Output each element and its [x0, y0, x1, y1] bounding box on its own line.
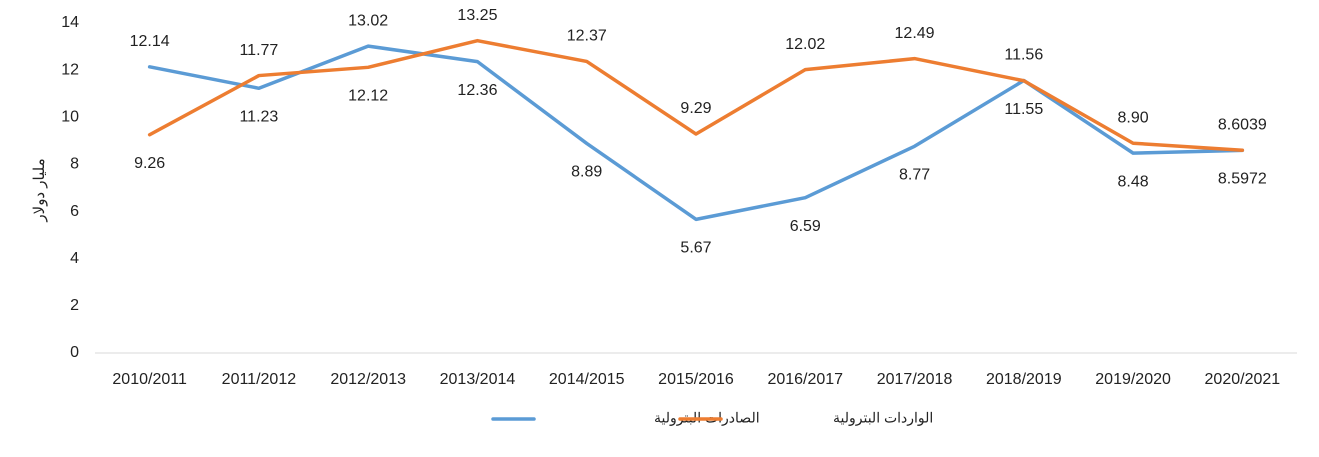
- series-lines: [147, 38, 1245, 222]
- x-tick-label: 2010/2011: [112, 371, 187, 388]
- data-label-exports: 8.5972: [1218, 171, 1267, 188]
- y-tick-label: 14: [61, 14, 79, 31]
- data-label-imports: 12.12: [348, 88, 388, 105]
- x-tick-label: 2013/2014: [440, 371, 516, 388]
- x-tick-label: 2012/2013: [330, 371, 406, 388]
- data-labels: 12.14 9.26 11.23 11.77 13.02 12.12 12.36 13.25 8…: [130, 7, 1267, 257]
- axes: 0 2 4 6 8 10 12 14 2010/2011 2011/2012 2012/2013 20…: [61, 14, 1297, 388]
- y-axis-label: مليار دولار: [31, 158, 48, 222]
- x-tick-label: 2011/2012: [222, 371, 297, 388]
- data-label-imports: 9.26: [134, 155, 165, 172]
- data-label-imports: 8.6039: [1218, 116, 1267, 133]
- data-label-imports: 11.77: [239, 42, 278, 59]
- data-label-exports: 8.77: [899, 166, 930, 183]
- data-label-exports: 11.23: [239, 109, 278, 126]
- data-label-imports: 12.37: [567, 28, 607, 45]
- data-label-exports: 8.89: [571, 164, 602, 181]
- y-tick-label: 8: [70, 156, 79, 173]
- data-label-imports: 9.29: [680, 100, 711, 117]
- series-line-exports: [147, 44, 1245, 222]
- x-tick-label: 2019/2020: [1095, 371, 1171, 388]
- x-tick-label: 2017/2018: [877, 371, 953, 388]
- series-line-imports: [147, 38, 1245, 152]
- y-tick-label: 6: [70, 203, 79, 220]
- y-tick-label: 0: [70, 344, 79, 361]
- data-label-imports: 11.55: [1004, 101, 1043, 118]
- y-axis-label-group: مليار دولار: [31, 158, 48, 222]
- legend: الصادرات البترولية الواردات البترولية: [491, 410, 933, 427]
- data-label-imports: 12.49: [895, 25, 935, 42]
- data-label-imports: 12.02: [785, 36, 825, 53]
- y-tick-label: 12: [61, 61, 79, 78]
- data-label-imports: 13.25: [457, 7, 497, 24]
- y-tick-label: 2: [70, 297, 79, 314]
- data-label-exports: 11.56: [1004, 47, 1043, 64]
- y-tick-label: 4: [70, 250, 79, 267]
- legend-label-imports: الواردات البترولية: [833, 410, 933, 427]
- x-tick-label: 2020/2021: [1205, 371, 1281, 388]
- x-tick-label: 2018/2019: [986, 371, 1062, 388]
- data-label-exports: 8.48: [1118, 173, 1149, 190]
- data-label-exports: 6.59: [790, 218, 821, 235]
- x-tick-label: 2014/2015: [549, 371, 625, 388]
- data-label-exports: 13.02: [348, 12, 388, 29]
- y-tick-label: 10: [61, 109, 79, 126]
- x-tick-label: 2015/2016: [658, 371, 734, 388]
- data-label-exports: 12.36: [457, 82, 497, 99]
- data-label-imports: 8.90: [1118, 109, 1149, 126]
- data-label-exports: 5.67: [680, 240, 711, 257]
- data-label-exports: 12.14: [130, 33, 170, 50]
- x-tick-label: 2016/2017: [767, 371, 843, 388]
